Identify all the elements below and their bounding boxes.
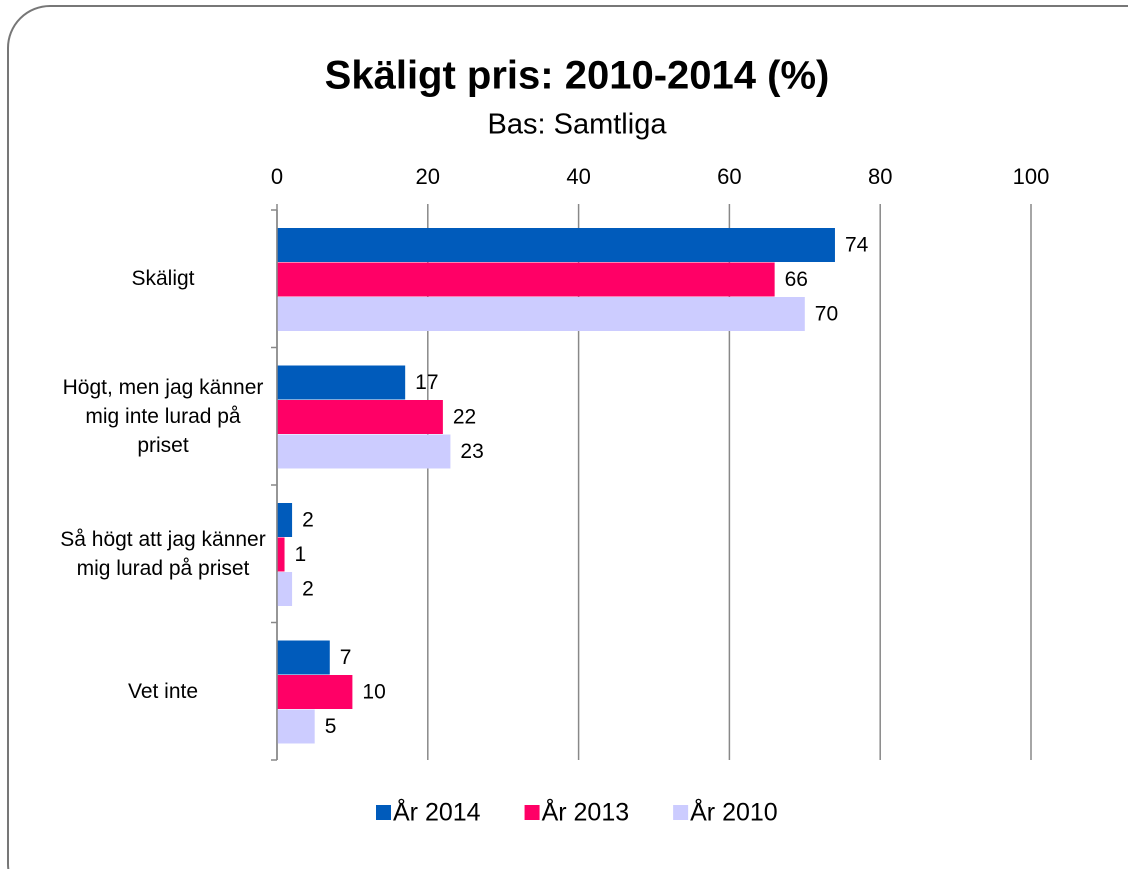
data-label: 23 (460, 440, 483, 463)
legend-label: År 2010 (690, 797, 778, 827)
data-label: 70 (815, 303, 838, 326)
legend-marker (524, 805, 540, 820)
chart-subtitle: Bas: Samtliga (488, 109, 668, 141)
data-label: 22 (453, 406, 476, 429)
x-tick-label: 20 (416, 164, 440, 189)
data-label: 66 (785, 268, 808, 291)
bar (277, 537, 285, 572)
bar (277, 400, 443, 434)
bar (277, 297, 805, 331)
bar (277, 434, 451, 469)
category-label: Högt, men jag känner mig inte lurad på p… (62, 375, 264, 457)
data-label: 1 (295, 543, 307, 566)
bar (277, 572, 293, 606)
data-label: 5 (325, 715, 337, 738)
category-label: Vet inte (127, 679, 199, 703)
data-label: 7 (340, 646, 352, 669)
data-label: 74 (845, 234, 869, 257)
x-tick-label: 0 (271, 164, 283, 189)
category-label: Så högt att jag känner mig lurad på pris… (60, 527, 266, 580)
data-label: 17 (415, 371, 438, 394)
bar (277, 503, 293, 537)
bar (277, 228, 835, 262)
data-label: 2 (302, 578, 314, 601)
data-label: 2 (302, 509, 314, 532)
category-label: Skäligt (131, 267, 195, 291)
bar (277, 640, 330, 675)
x-tick-label: 40 (566, 164, 590, 189)
bar (277, 709, 315, 744)
x-tick-label: 80 (868, 164, 892, 189)
bar (277, 262, 775, 297)
bar (277, 365, 406, 400)
x-tick-label: 100 (1013, 164, 1050, 189)
chart-title: Skäligt pris: 2010-2014 (%) (325, 54, 830, 98)
x-tick-label: 60 (717, 164, 741, 189)
data-label: 10 (362, 681, 385, 704)
legend-label: År 2013 (542, 797, 630, 827)
bar (277, 675, 353, 709)
legend-label: År 2014 (393, 797, 481, 827)
legend-marker (376, 805, 391, 820)
legend-marker (673, 805, 689, 820)
